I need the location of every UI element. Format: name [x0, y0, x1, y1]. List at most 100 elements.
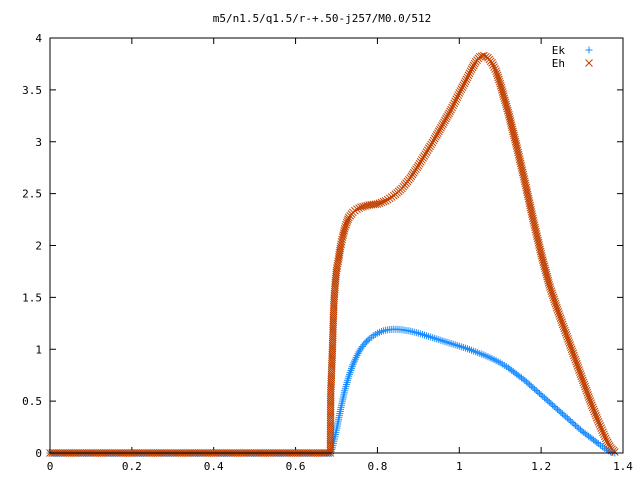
data-point [539, 392, 547, 400]
data-point [574, 364, 583, 372]
data-point [449, 101, 457, 110]
data-point [576, 370, 585, 379]
data-point [414, 161, 423, 170]
data-point [466, 67, 475, 76]
data-point [566, 341, 575, 349]
data-point [353, 351, 361, 359]
data-point [494, 73, 503, 82]
data-point [568, 418, 576, 426]
data-point [531, 385, 539, 393]
data-point [565, 416, 573, 424]
data-point [435, 125, 444, 134]
data-point [442, 114, 450, 123]
data-point [584, 393, 593, 401]
x-tick-label: 0.8 [367, 460, 387, 473]
data-point [526, 381, 534, 389]
data-point [596, 422, 605, 430]
data-point [601, 434, 610, 443]
data-point [537, 391, 545, 399]
data-point [567, 345, 576, 354]
data-point [561, 328, 570, 337]
data-point [469, 61, 478, 70]
data-point [565, 339, 574, 347]
data-point [336, 242, 345, 251]
data-point [573, 423, 581, 431]
data-point [448, 103, 456, 112]
data-point [578, 374, 586, 383]
data-point [546, 285, 555, 293]
data-point [421, 150, 430, 158]
data-point [561, 326, 569, 335]
data-point [375, 199, 384, 208]
data-point [427, 140, 436, 149]
data-point [531, 225, 540, 234]
data-point [454, 91, 463, 99]
data-point [560, 411, 568, 419]
data-point [580, 380, 589, 389]
data-point [575, 366, 583, 374]
data-point [597, 424, 606, 432]
data-point [570, 351, 578, 360]
data-point [418, 155, 426, 164]
data-point [533, 232, 541, 241]
data-point [455, 89, 464, 97]
y-tick-label: 2 [35, 240, 42, 253]
data-point [547, 400, 555, 408]
series-layer [46, 51, 619, 457]
data-point [560, 324, 569, 333]
data-point [567, 417, 575, 425]
legend-label: Ek [552, 44, 566, 57]
y-tick-label: 3.5 [22, 84, 42, 97]
data-point [535, 241, 543, 249]
data-point [564, 337, 573, 345]
data-point [600, 432, 609, 441]
data-point [516, 157, 525, 166]
data-point [534, 388, 542, 396]
data-point [588, 403, 597, 412]
data-point [532, 387, 540, 395]
data-point [530, 221, 539, 229]
x-tick-label: 1 [456, 460, 463, 473]
data-point [490, 63, 498, 71]
data-point [593, 415, 602, 424]
data-point [529, 214, 537, 223]
data-point [377, 198, 386, 207]
data-point [429, 136, 438, 145]
data-point [491, 65, 499, 73]
data-point [341, 222, 350, 231]
data-point [453, 93, 462, 101]
data-point [569, 349, 577, 358]
data-point [534, 238, 543, 247]
data-point [577, 372, 586, 381]
data-point [532, 230, 541, 238]
data-point [545, 398, 553, 406]
data-point [555, 407, 563, 415]
data-point [521, 376, 529, 384]
data-point [598, 426, 606, 435]
data-point [513, 144, 521, 152]
data-point [544, 397, 552, 405]
data-point [571, 355, 580, 364]
data-point [456, 87, 465, 95]
legend-marker [585, 59, 593, 67]
data-point [465, 69, 474, 78]
data-point [557, 316, 566, 325]
data-point [515, 155, 524, 163]
data-point [585, 395, 594, 403]
x-tick-label: 0.4 [204, 460, 224, 473]
data-point [344, 215, 352, 224]
data-point [550, 297, 559, 306]
data-point [549, 293, 558, 302]
data-point [333, 261, 342, 270]
data-point [531, 223, 539, 232]
data-point [440, 118, 448, 127]
data-point [529, 384, 537, 392]
data-point [604, 440, 613, 449]
data-point [610, 448, 619, 456]
data-point [547, 287, 556, 296]
data-point [554, 308, 563, 316]
data-point [545, 281, 554, 289]
data-point [552, 301, 561, 310]
